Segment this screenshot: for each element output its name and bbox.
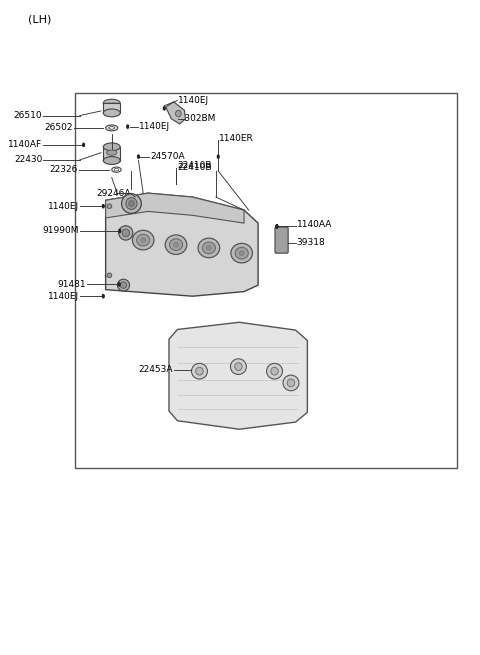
Ellipse shape [206,246,211,250]
Text: 1140AA: 1140AA [297,220,332,229]
Ellipse shape [202,242,216,253]
Text: 22326: 22326 [49,165,77,174]
Ellipse shape [196,367,203,375]
Ellipse shape [137,234,150,246]
Text: 1140AF: 1140AF [8,140,42,149]
Bar [75,93,457,468]
Ellipse shape [266,364,283,379]
Ellipse shape [198,238,220,257]
Ellipse shape [119,229,120,233]
Ellipse shape [276,225,278,228]
Ellipse shape [121,194,141,214]
Ellipse shape [235,363,242,371]
Ellipse shape [83,143,84,147]
Ellipse shape [107,150,117,155]
Polygon shape [106,193,258,296]
Ellipse shape [109,126,115,129]
Text: 39318: 39318 [297,238,325,247]
Text: (LH): (LH) [28,14,52,25]
Ellipse shape [174,242,179,247]
Polygon shape [169,322,307,429]
Ellipse shape [192,364,207,379]
Text: 91990M: 91990M [42,227,79,235]
Polygon shape [166,102,185,124]
Text: 29246A: 29246A [96,189,131,198]
Text: 1140EJ: 1140EJ [139,122,170,131]
Ellipse shape [163,107,165,110]
Ellipse shape [103,109,120,117]
Text: 1140ER: 1140ER [219,134,254,143]
Text: 26510: 26510 [14,111,42,120]
Ellipse shape [231,244,252,263]
Ellipse shape [235,248,248,259]
Text: 24570A: 24570A [150,152,185,161]
Ellipse shape [283,375,299,391]
Text: 26502: 26502 [45,123,73,132]
Ellipse shape [114,168,119,171]
Text: 1140EJ: 1140EJ [48,291,79,301]
Ellipse shape [119,283,120,286]
Text: 22430: 22430 [14,155,42,164]
Text: 22453A: 22453A [138,365,173,375]
Ellipse shape [230,359,246,375]
Text: 22410B: 22410B [177,163,212,172]
Ellipse shape [287,379,295,387]
Ellipse shape [165,235,187,254]
Ellipse shape [102,204,104,208]
Ellipse shape [127,125,129,128]
Text: 1140EJ: 1140EJ [48,202,79,211]
Ellipse shape [132,231,154,250]
Ellipse shape [106,125,118,131]
Ellipse shape [217,155,219,159]
Ellipse shape [122,229,130,237]
Ellipse shape [102,295,104,298]
Ellipse shape [103,143,120,151]
Text: P302BM: P302BM [180,114,216,123]
Ellipse shape [276,225,278,228]
Ellipse shape [112,167,121,172]
Text: 91481: 91481 [57,280,86,289]
Ellipse shape [120,282,127,288]
Polygon shape [106,193,244,223]
Text: 1140EJ: 1140EJ [179,96,209,105]
Text: 22410B: 22410B [177,161,212,170]
FancyBboxPatch shape [103,103,120,113]
Ellipse shape [119,226,133,240]
Ellipse shape [271,367,278,375]
Ellipse shape [129,200,134,206]
Ellipse shape [103,99,120,107]
Ellipse shape [126,198,137,210]
Ellipse shape [103,157,120,164]
Ellipse shape [118,279,130,291]
Ellipse shape [107,273,112,278]
Ellipse shape [138,155,139,159]
Ellipse shape [176,110,181,117]
Ellipse shape [240,251,244,255]
Ellipse shape [169,239,182,251]
Ellipse shape [107,204,112,208]
FancyBboxPatch shape [103,147,120,160]
Ellipse shape [141,238,145,242]
FancyBboxPatch shape [275,227,288,253]
